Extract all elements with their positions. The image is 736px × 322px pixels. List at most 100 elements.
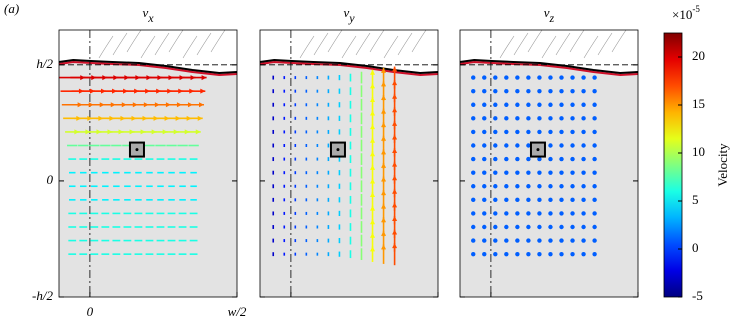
- vector-dot: [548, 197, 553, 203]
- vector-head: [370, 151, 376, 157]
- vector-dot: [548, 238, 553, 243]
- vector-dot: [592, 129, 597, 135]
- panel-label: (a): [4, 1, 19, 16]
- vector-head: [381, 67, 387, 73]
- texture: [569, 29, 585, 53]
- vector-head: [392, 120, 398, 126]
- probe-dot: [135, 148, 139, 152]
- vector-head: [370, 219, 376, 225]
- vector-head: [392, 134, 398, 140]
- vector-dot: [559, 75, 564, 80]
- vector-dot: [515, 156, 520, 162]
- vector-dot: [504, 102, 509, 107]
- vector-dot: [581, 116, 586, 121]
- panel: [259, 29, 439, 298]
- texture: [182, 35, 198, 59]
- vector-dot: [471, 129, 476, 135]
- vector-dot: [526, 102, 531, 107]
- vector-head: [392, 243, 398, 249]
- vector-head: [381, 203, 387, 209]
- vector-dot: [482, 238, 487, 243]
- title-main: v: [343, 5, 349, 20]
- texture: [611, 29, 627, 53]
- vector-dot: [570, 102, 575, 107]
- colorbar-tick-label: 0: [692, 240, 699, 255]
- vector-head: [195, 129, 201, 135]
- title-main: v: [142, 5, 148, 20]
- vector-dot: [592, 211, 597, 216]
- y-tick-label: 0: [47, 172, 54, 187]
- vector-dot: [493, 156, 498, 162]
- vector-dot: [471, 238, 476, 243]
- vector-dot: [570, 156, 575, 162]
- vector-head: [381, 217, 387, 223]
- vector-dot: [537, 75, 542, 80]
- vector-dot: [471, 224, 476, 230]
- vector-dot: [471, 75, 476, 80]
- vector-dot: [504, 251, 509, 257]
- title-subscript: z: [549, 11, 555, 25]
- texture: [299, 35, 315, 59]
- texture: [168, 29, 184, 53]
- vector-dot: [515, 184, 520, 189]
- texture: [196, 32, 212, 56]
- vector-head: [392, 66, 398, 72]
- vector-dot: [515, 224, 520, 230]
- vector-dot: [581, 197, 586, 203]
- vector-dot: [515, 211, 520, 216]
- vector-head: [199, 102, 205, 108]
- panel-title: vx: [142, 5, 154, 25]
- vector-dot: [482, 143, 487, 148]
- vector-dot: [515, 129, 520, 135]
- colorbar: [663, 32, 683, 298]
- vector-dot: [526, 238, 531, 243]
- vector-dot: [592, 197, 597, 203]
- vector-dot: [493, 211, 498, 216]
- texture: [555, 32, 571, 56]
- vector-head: [370, 164, 376, 170]
- texture: [369, 29, 385, 53]
- vector-dot: [548, 75, 553, 80]
- vector-dot: [504, 88, 509, 94]
- title-subscript: x: [147, 11, 154, 25]
- vector-dot: [548, 211, 553, 216]
- vector-dot: [471, 197, 476, 203]
- vector-dot: [504, 143, 509, 148]
- vector-dot: [592, 88, 597, 94]
- interface: [459, 58, 639, 75]
- vector-dot: [559, 224, 564, 230]
- vector-dot: [548, 251, 553, 257]
- vector-dot: [493, 143, 498, 148]
- vector-dot: [559, 143, 564, 148]
- vector-head: [370, 137, 376, 143]
- vector-dot: [493, 116, 498, 121]
- vector-head: [370, 83, 376, 89]
- vector-dot: [471, 116, 476, 121]
- colorbar-tick-label: 10: [692, 144, 705, 159]
- vector-dot: [548, 129, 553, 135]
- vector-dot: [559, 184, 564, 189]
- vector-dot: [515, 116, 520, 121]
- vector-head: [370, 246, 376, 252]
- vector-dot: [537, 197, 542, 203]
- vector-head: [392, 80, 398, 86]
- interface: [58, 58, 238, 75]
- x-tick-label: 0: [87, 304, 94, 319]
- texture: [327, 29, 343, 53]
- vector-dot: [526, 143, 531, 148]
- vector-head: [381, 81, 387, 87]
- vector-dot: [493, 184, 498, 189]
- vector-dot: [526, 224, 531, 230]
- vector-dot: [504, 184, 509, 189]
- vector-dot: [581, 251, 586, 257]
- vector-dot: [504, 211, 509, 216]
- texture: [383, 35, 399, 59]
- vector-dot: [504, 156, 509, 162]
- vector-head: [381, 135, 387, 141]
- vector-head: [370, 178, 376, 184]
- interface: [259, 58, 439, 75]
- panel: [58, 29, 238, 298]
- vector-dot: [548, 170, 553, 175]
- vector-head: [392, 107, 398, 113]
- scale-exponent: -5: [692, 4, 700, 14]
